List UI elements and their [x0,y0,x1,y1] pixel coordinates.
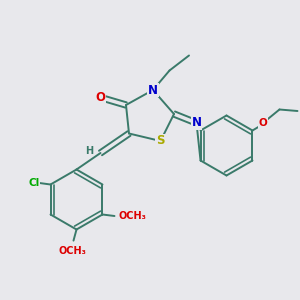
Text: S: S [156,134,165,148]
Text: N: N [148,83,158,97]
Text: O: O [95,91,106,104]
Text: O: O [259,118,267,128]
Text: Cl: Cl [28,178,40,188]
Text: H: H [85,146,93,156]
Text: OCH₃: OCH₃ [119,211,147,221]
Text: OCH₃: OCH₃ [58,246,86,256]
Text: N: N [191,116,202,130]
